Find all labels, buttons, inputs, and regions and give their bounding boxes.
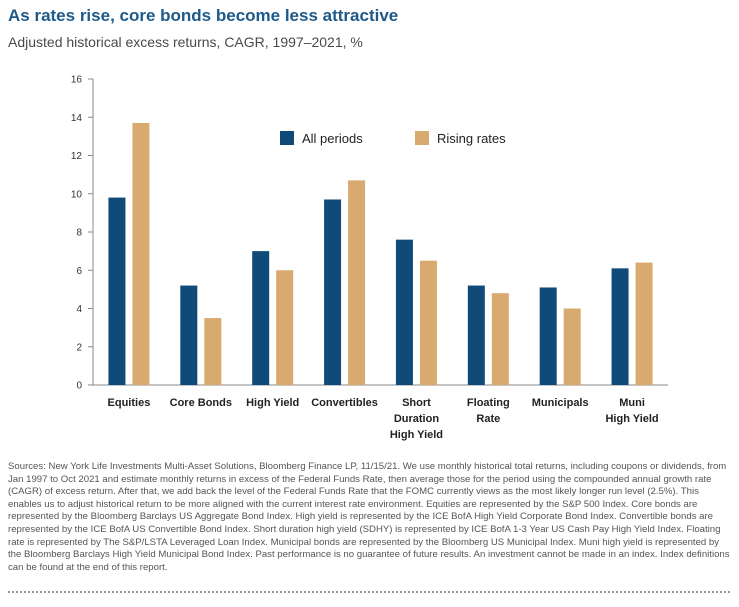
x-label-line: Duration [394,413,440,425]
x-label-muni-high-yield: Muni High Yield [605,397,658,425]
legend-swatch-all-periods [280,131,294,145]
bar-rising-rates-core-bonds [204,318,222,385]
y-tick-label: 0 [76,381,82,392]
bar-all-periods-high-yield [252,251,270,385]
bar-all-periods-short-duration-high-yield [395,239,413,385]
y-tick-label: 2 [76,342,82,353]
x-label-line: Muni [619,397,645,409]
bar-chart: 0 2 4 6 8 10 12 14 16 Equities Core Bonds High Yie… [71,75,668,441]
x-label-line: High Yield [246,397,299,409]
x-label-core-bonds: Core Bonds [170,397,232,409]
bar-rising-rates-convertibles [348,180,366,385]
bar-all-periods-floating-rate [467,285,485,385]
bar-rising-rates-high-yield [276,270,294,385]
y-tick-label: 6 [76,266,82,277]
y-tick-label: 16 [71,75,83,86]
y-tick-label: 8 [76,228,82,239]
x-label-convertibles: Convertibles [311,397,378,409]
y-tick-label: 14 [71,113,83,124]
bar-group [108,122,653,386]
x-label-equities: Equities [108,397,151,409]
x-label-line: Convertibles [311,397,378,409]
legend-swatch-rising-rates [415,131,429,145]
bar-rising-rates-short-duration-high-yield [419,260,437,385]
bar-all-periods-muni-high-yield [611,268,629,385]
bar-all-periods-equities [108,197,126,385]
legend: All periods Rising rates [280,131,506,146]
x-label-line: Equities [108,397,151,409]
legend-label-all-periods: All periods [302,131,363,146]
y-tick-label: 12 [71,151,83,162]
x-label-line: High Yield [605,413,658,425]
y-tick-label: 4 [76,304,82,315]
x-label-municipals: Municipals [532,397,589,409]
dotted-divider [8,591,730,593]
x-label-high-yield: High Yield [246,397,299,409]
bar-all-periods-municipals [539,287,557,385]
legend-label-rising-rates: Rising rates [437,131,506,146]
bar-rising-rates-municipals [563,308,581,385]
x-axis-labels: Equities Core Bonds High Yield Convertibles… [108,397,659,441]
bar-rising-rates-floating-rate [491,293,509,385]
x-label-line: Short [402,397,431,409]
x-label-short-duration-high-yield: Short Duration High Yield [390,397,443,441]
chart-title: As rates rise, core bonds become less at… [8,6,399,25]
bar-rising-rates-muni-high-yield [635,262,653,385]
bar-rising-rates-equities [132,122,150,386]
x-label-line: Core Bonds [170,397,232,409]
y-tick-label: 10 [71,189,83,200]
bar-all-periods-core-bonds [180,285,198,385]
x-label-floating-rate: Floating Rate [467,397,510,425]
sources-footnote: Sources: New York Life Investments Multi… [8,461,730,573]
bar-all-periods-convertibles [324,199,342,385]
x-label-line: Municipals [532,397,589,409]
x-label-line: Rate [476,413,500,425]
x-label-line: High Yield [390,429,443,441]
chart-subtitle: Adjusted historical excess returns, CAGR… [8,34,363,50]
x-label-line: Floating [467,397,510,409]
